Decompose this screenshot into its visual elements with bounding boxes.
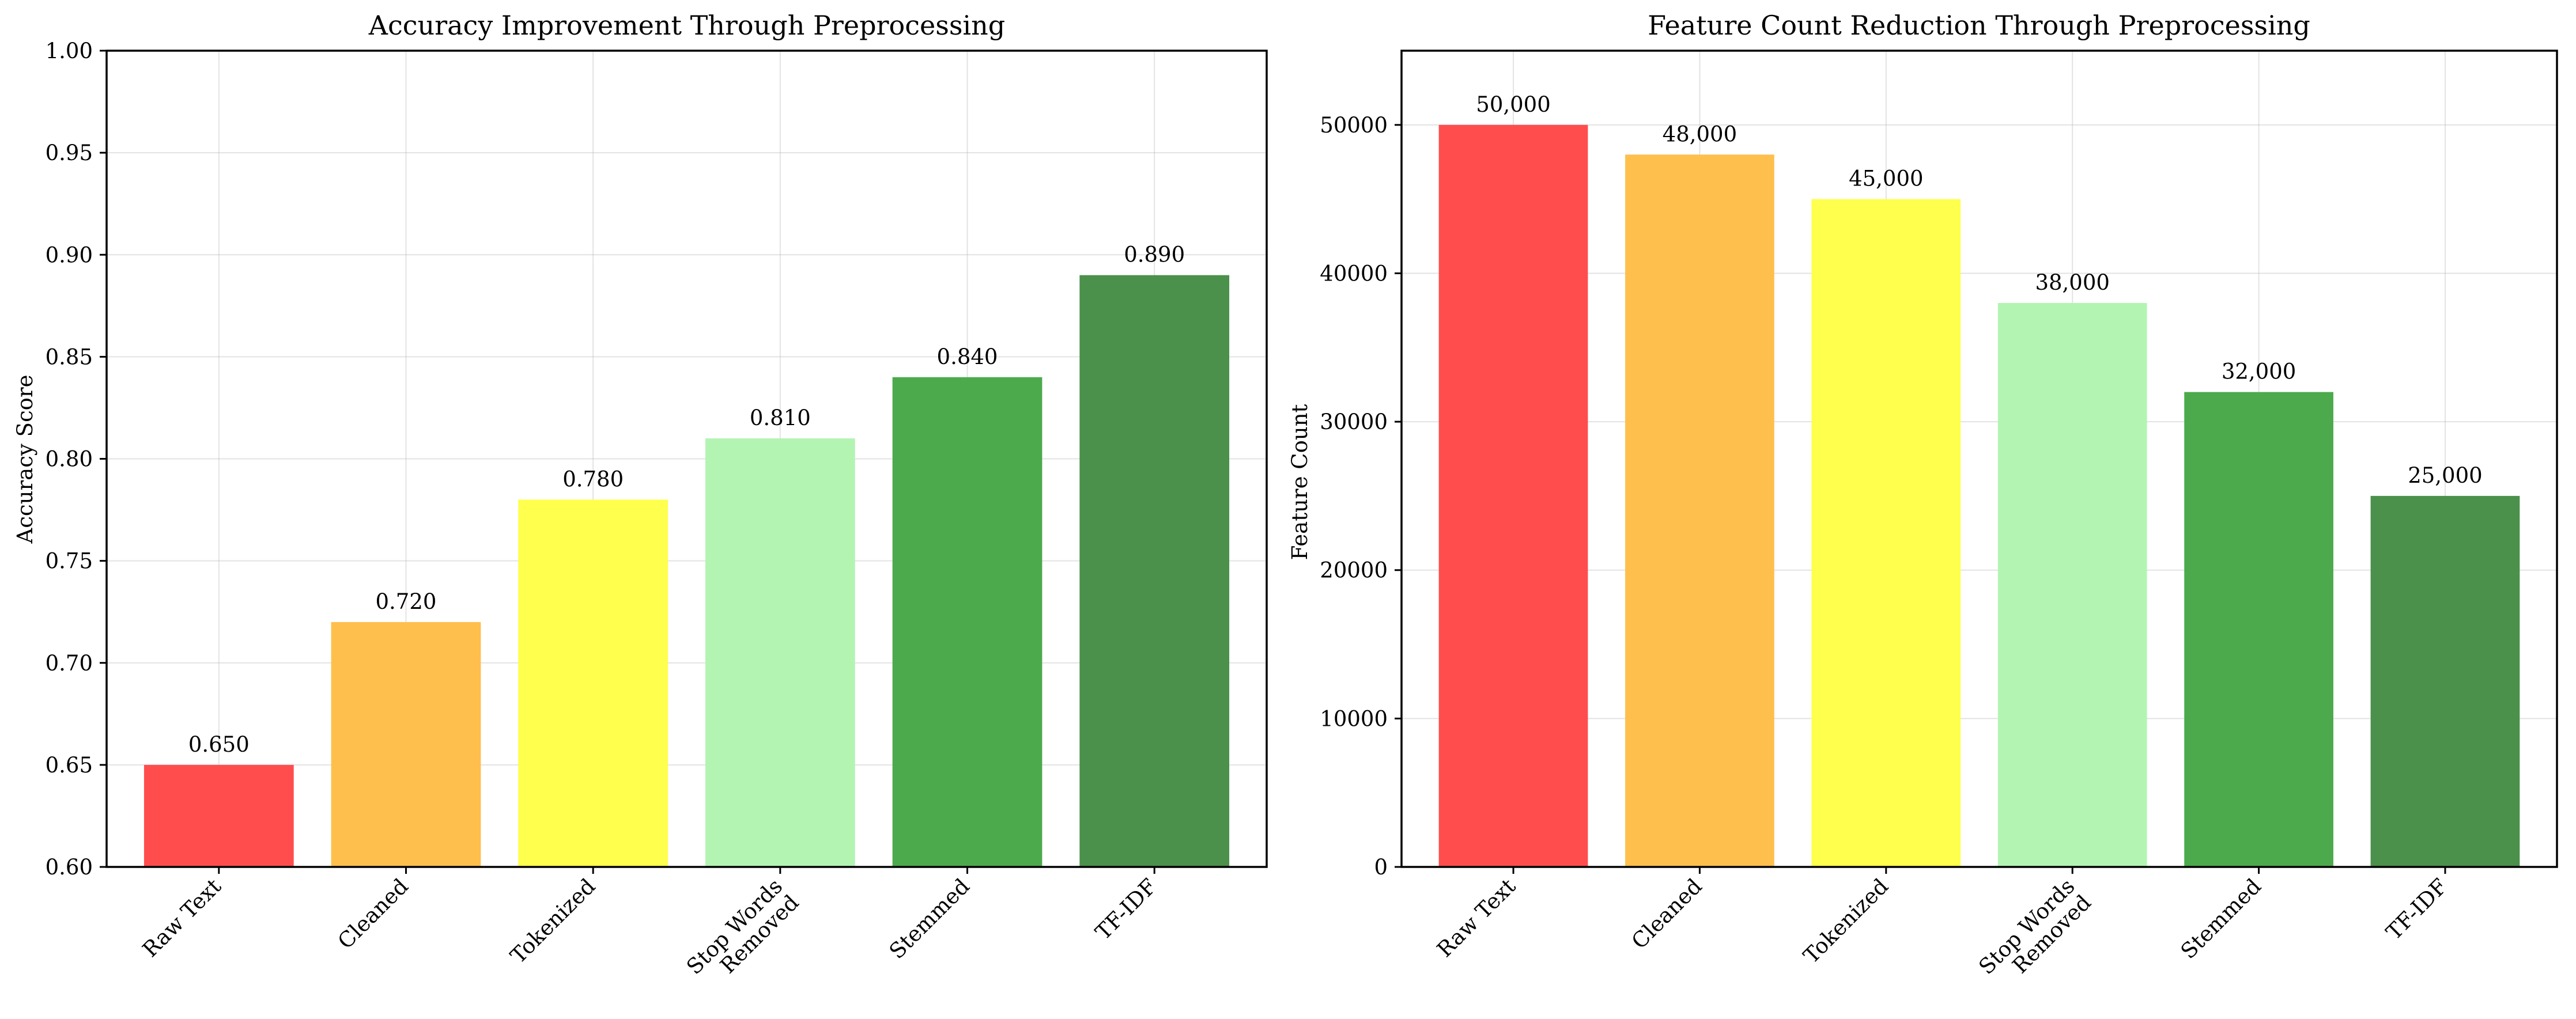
- y-tick-label: 50000: [1320, 113, 1388, 138]
- y-tick-label: 0.60: [46, 855, 93, 880]
- chart-title: Accuracy Improvement Through Preprocessi…: [368, 10, 1005, 41]
- bar: [2370, 495, 2520, 867]
- bar-value-label: 0.650: [188, 732, 250, 757]
- bar: [518, 499, 668, 867]
- bar: [1625, 154, 1774, 867]
- feature-count-chart: Feature Count Reduction Through Preproce…: [1287, 10, 2558, 995]
- y-tick-label: 0.80: [46, 447, 93, 472]
- bar: [2184, 392, 2333, 867]
- y-tick-label: 40000: [1320, 261, 1388, 286]
- bar-value-label: 0.840: [937, 344, 998, 369]
- y-tick-label: 0: [1374, 855, 1388, 880]
- bar-value-label: 45,000: [1849, 166, 1923, 191]
- y-tick-label: 0.75: [46, 549, 93, 574]
- y-tick-label: 30000: [1320, 410, 1388, 434]
- y-tick-label: 10000: [1320, 706, 1388, 731]
- bar: [705, 438, 855, 867]
- y-axis-label: Accuracy Score: [13, 374, 37, 544]
- x-tick-label: TF-IDF: [2381, 874, 2452, 945]
- plot-frame: [1400, 50, 2558, 868]
- y-tick-label: 0.90: [46, 243, 93, 267]
- x-tick-label: Raw Text: [1432, 874, 1520, 962]
- y-tick-label: 0.95: [46, 141, 93, 165]
- y-tick-label: 1.00: [46, 39, 93, 63]
- bar-value-label: 50,000: [1476, 92, 1550, 117]
- y-tick-label: 0.85: [46, 344, 93, 369]
- x-tick-label: Stemmed: [885, 874, 975, 964]
- y-tick-label: 0.70: [46, 651, 93, 676]
- bar: [1079, 275, 1230, 867]
- bar: [331, 622, 481, 867]
- x-tick-label: Stop WordsRemoved: [1974, 874, 2095, 995]
- chart-title: Feature Count Reduction Through Preproce…: [1648, 10, 2310, 41]
- bar-value-label: 32,000: [2222, 359, 2296, 384]
- bar-value-label: 48,000: [1663, 122, 1737, 146]
- bar-value-label: 0.890: [1124, 243, 1185, 267]
- x-tick-label: Cleaned: [333, 874, 413, 954]
- bar: [1997, 302, 2147, 867]
- bar-value-label: 38,000: [2035, 270, 2109, 295]
- bar: [1811, 199, 1961, 867]
- y-tick-label: 0.65: [46, 753, 93, 778]
- accuracy-chart: Accuracy Improvement Through Preprocessi…: [13, 10, 1268, 995]
- bar-value-label: 25,000: [2408, 463, 2482, 488]
- bar-value-label: 0.780: [562, 467, 624, 491]
- x-tick-label: Stop WordsRemoved: [682, 874, 803, 995]
- x-tick-label: Cleaned: [1627, 874, 1707, 954]
- bar-value-label: 0.720: [376, 589, 437, 614]
- y-tick-label: 20000: [1320, 558, 1388, 583]
- x-tick-label: Stemmed: [2176, 874, 2266, 964]
- y-axis-label: Feature Count: [1287, 404, 1312, 560]
- x-tick-label: TF-IDF: [1090, 874, 1161, 945]
- bar: [892, 377, 1043, 867]
- bar: [1438, 124, 1588, 868]
- bar-value-label: 0.810: [750, 406, 811, 430]
- x-tick-label: Tokenized: [1799, 874, 1893, 968]
- bar: [143, 764, 294, 867]
- x-tick-label: Raw Text: [138, 874, 226, 962]
- x-tick-label: Tokenized: [505, 874, 600, 968]
